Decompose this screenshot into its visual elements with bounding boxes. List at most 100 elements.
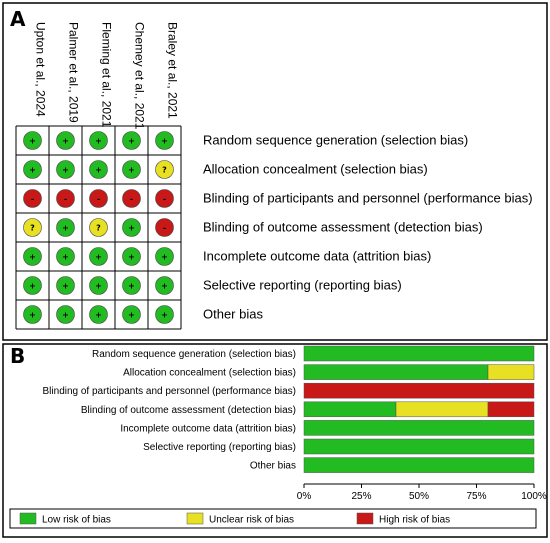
judgement-low-icon (89, 131, 108, 150)
judgement-low-icon (56, 160, 75, 179)
study-label-2: Fleming et al., 2021 (100, 22, 114, 128)
legend-swatch-0 (19, 512, 37, 525)
judgement-low-icon (56, 218, 75, 237)
judgement-symbol: + (62, 253, 69, 262)
panel-b-frame (2, 343, 548, 538)
judgement-symbol: + (62, 282, 69, 291)
x-tick-label-4: 100% (521, 491, 547, 502)
bar-category-label-3: Blinding of outcome assessment (detectio… (81, 405, 296, 416)
judgement-low-icon (122, 247, 141, 266)
judgement-low-icon (89, 305, 108, 324)
panel-a-letter: A (10, 7, 26, 31)
judgement-low-icon (122, 218, 141, 237)
judgement-symbol: + (95, 137, 102, 146)
judgement-symbol: + (128, 166, 135, 175)
judgement-symbol: ? (162, 166, 167, 175)
judgement-low-icon (23, 247, 42, 266)
bar-category-label-5: Selective reporting (reporting bias) (143, 442, 296, 453)
legend-swatch-1 (186, 512, 204, 525)
judgement-low-icon (89, 247, 108, 266)
judgement-symbol: + (62, 137, 69, 146)
bar-category-label-4: Incomplete outcome data (attrition bias) (120, 423, 296, 434)
judgement-symbol: + (128, 137, 135, 146)
panel-a-summary: Upton et al., 2024 Palmer et al., 2019 Fle… (15, 22, 533, 330)
x-tick-label-3: 75% (466, 491, 486, 502)
x-tick-label-2: 50% (409, 491, 429, 502)
judgement-symbol: - (97, 195, 100, 204)
judgement-symbol: + (62, 311, 69, 320)
judgement-low-icon (155, 247, 174, 266)
bar-category-label-6: Other bias (250, 461, 296, 472)
judgement-symbol: - (64, 195, 67, 204)
judgement-low-icon (155, 305, 174, 324)
judgement-symbol: ? (30, 224, 35, 233)
judgement-symbol: + (95, 282, 102, 291)
judgement-symbol: + (95, 253, 102, 262)
judgement-low-icon (122, 276, 141, 295)
judgement-symbol: + (161, 311, 168, 320)
legend-label-2: High risk of bias (379, 515, 450, 526)
x-tick-label-0: 0% (297, 491, 312, 502)
domain-label-4: Incomplete outcome data (attrition bias) (203, 249, 431, 264)
judgement-symbol: + (95, 166, 102, 175)
domain-label-0: Random sequence generation (selection bi… (203, 133, 468, 148)
judgement-symbol: + (29, 282, 36, 291)
bar-category-label-2: Blinding of participants and personnel (… (43, 386, 296, 397)
judgement-symbol: + (161, 253, 168, 262)
panel-b-graph: Random sequence generation (selection bi… (9, 345, 547, 529)
judgement-high-icon (56, 189, 75, 208)
bar-segment-0 (303, 420, 535, 436)
bar-segment-0 (303, 438, 535, 455)
judgement-low-icon (56, 276, 75, 295)
judgement-symbol: + (161, 282, 168, 291)
x-tick-label-1: 25% (351, 491, 371, 502)
judgement-low-icon (89, 160, 108, 179)
judgement-symbol: + (95, 311, 102, 320)
judgement-symbol: + (161, 137, 168, 146)
judgement-symbol: + (128, 311, 135, 320)
judgement-low-icon (122, 131, 141, 150)
judgement-symbol: ? (96, 224, 101, 233)
judgement-low-icon (23, 160, 42, 179)
judgement-low-icon (89, 276, 108, 295)
bar-category-label-0: Random sequence generation (selection bi… (92, 349, 296, 360)
bar-category-label-1: Allocation concealment (selection bias) (123, 368, 296, 379)
judgement-unclear-icon (89, 218, 108, 237)
judgement-low-icon (56, 305, 75, 324)
judgement-symbol: + (128, 224, 135, 233)
bar-segment-0 (303, 345, 535, 362)
judgement-symbol: - (130, 195, 133, 204)
domain-label-2: Blinding of participants and personnel (… (203, 191, 533, 206)
legend-label-1: Unclear risk of bias (209, 515, 294, 526)
legend-swatch-2 (356, 512, 374, 525)
judgement-low-icon (56, 131, 75, 150)
judgement-high-icon (155, 218, 174, 237)
legend-box (9, 508, 537, 529)
study-label-4: Braley et al., 2021 (166, 22, 180, 119)
judgement-low-icon (23, 305, 42, 324)
judgement-symbol: + (128, 282, 135, 291)
judgement-symbol: - (163, 224, 166, 233)
judgement-symbol: + (29, 166, 36, 175)
panel-b-letter: B (10, 344, 25, 368)
judgement-high-icon (89, 189, 108, 208)
judgement-low-icon (56, 247, 75, 266)
bar-segment-1 (395, 401, 489, 418)
judgement-low-icon (23, 276, 42, 295)
judgement-low-icon (23, 131, 42, 150)
judgement-symbol: + (128, 253, 135, 262)
judgement-symbol: + (29, 137, 36, 146)
domain-label-1: Allocation concealment (selection bias) (203, 162, 428, 177)
judgement-symbol: - (31, 195, 34, 204)
judgement-low-icon (155, 131, 174, 150)
judgement-low-icon (122, 160, 141, 179)
panel-a-frame (2, 2, 548, 341)
judgement-unclear-icon (23, 218, 42, 237)
judgement-unclear-icon (155, 160, 174, 179)
judgement-high-icon (122, 189, 141, 208)
judgement-symbol: - (163, 195, 166, 204)
study-label-1: Palmer et al., 2019 (67, 22, 81, 123)
bar-segment-2 (303, 382, 535, 399)
